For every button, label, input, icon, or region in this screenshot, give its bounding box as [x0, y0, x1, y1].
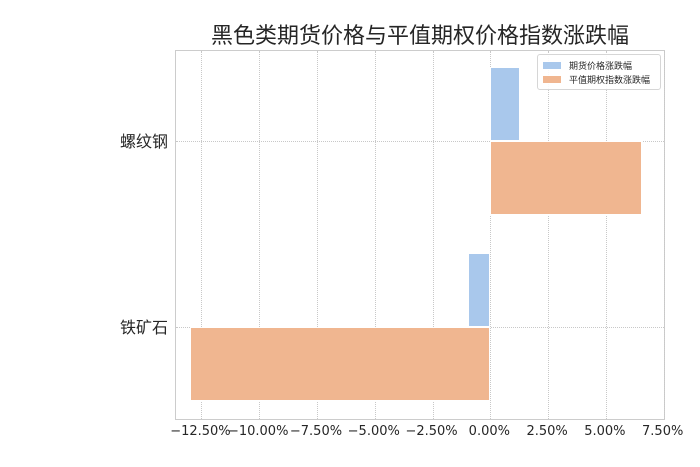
- x-tick-label: −2.50%: [405, 424, 458, 439]
- y-tick-label: 铁矿石: [119, 318, 168, 337]
- x-tick-label: −7.50%: [289, 424, 343, 439]
- legend-label: 期货价格涨跌幅: [569, 61, 633, 72]
- grid-line: [316, 51, 318, 419]
- x-tick-label: −10.00%: [227, 424, 289, 439]
- grid-line: [201, 51, 203, 419]
- x-tick-label: 7.50%: [642, 424, 684, 439]
- legend-swatch: [543, 61, 561, 69]
- grid-line: [663, 51, 665, 419]
- legend-label: 平值期权指数涨跌幅: [569, 75, 651, 86]
- grid-line: [259, 51, 261, 419]
- grid-line: [490, 51, 492, 419]
- bar: [490, 67, 520, 141]
- x-tick-label: 0.00%: [468, 424, 510, 439]
- grid-line: [605, 51, 607, 419]
- x-tick-label: 2.50%: [526, 424, 568, 439]
- bar: [189, 327, 491, 401]
- grid-line: [548, 51, 550, 419]
- chart-title: 黑色类期货价格与平值期权价格指数涨跌幅: [210, 24, 629, 49]
- legend-swatch: [543, 75, 561, 83]
- y-tick-label: 螺纹钢: [119, 132, 168, 151]
- grid-line: [374, 51, 376, 419]
- x-tick-label: −12.50%: [170, 424, 231, 439]
- x-tick-label: −5.00%: [347, 424, 400, 439]
- grid-line: [432, 51, 434, 419]
- grid-line: [176, 141, 664, 142]
- x-tick-label: 5.00%: [584, 424, 626, 439]
- bar: [490, 141, 642, 215]
- legend: 期货价格涨跌幅 平值期权指数涨跌幅: [537, 54, 661, 90]
- plot-area: [175, 50, 665, 420]
- legend-item-options: 平值期权指数涨跌幅: [543, 72, 655, 86]
- bar: [467, 253, 491, 327]
- legend-item-futures: 期货价格涨跌幅: [543, 58, 655, 72]
